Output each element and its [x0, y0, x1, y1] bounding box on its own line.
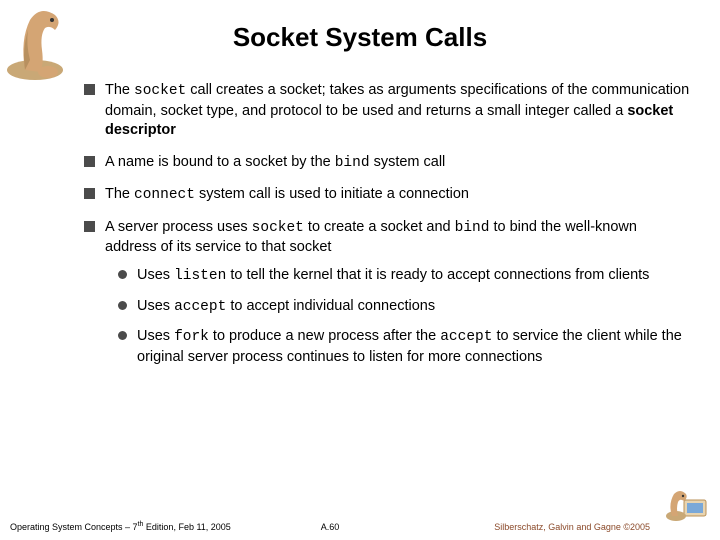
bullet-text: Uses accept to accept individual connect… — [137, 297, 692, 318]
text-fragment: system call — [370, 154, 446, 170]
bullet-item: A server process uses socket to create a… — [84, 218, 692, 258]
code-text: bind — [335, 155, 370, 171]
text-fragment: Edition, Feb 11, 2005 — [143, 522, 230, 532]
code-text: accept — [174, 299, 226, 315]
square-bullet-icon — [84, 221, 95, 232]
bullet-text: Uses fork to produce a new process after… — [137, 327, 692, 367]
sub-bullet-item: Uses accept to accept individual connect… — [118, 297, 692, 318]
bullet-text: A name is bound to a socket by the bind … — [105, 153, 692, 174]
bullet-text: A server process uses socket to create a… — [105, 218, 692, 258]
text-fragment: to tell the kernel that it is ready to a… — [226, 267, 649, 283]
text-fragment: The — [105, 186, 134, 202]
dinosaur-logo-icon — [0, 0, 90, 90]
text-fragment: A server process uses — [105, 219, 252, 235]
bullet-item: A name is bound to a socket by the bind … — [84, 153, 692, 174]
sub-bullet-item: Uses listen to tell the kernel that it i… — [118, 266, 692, 287]
bullet-item: The connect system call is used to initi… — [84, 185, 692, 206]
text-fragment: system call is used to initiate a connec… — [195, 186, 469, 202]
square-bullet-icon — [84, 156, 95, 167]
slide-title: Socket System Calls — [0, 0, 720, 81]
code-text: bind — [455, 220, 490, 236]
dinosaur-computer-icon — [662, 486, 712, 526]
bullet-text: The socket call creates a socket; takes … — [105, 81, 692, 141]
text-fragment: call creates a socket; takes as argument… — [105, 82, 689, 119]
code-text: fork — [174, 329, 209, 345]
copyright-text: Silberschatz, Galvin and Gagne ©2005 — [359, 522, 650, 532]
code-text: connect — [134, 187, 195, 203]
footer: Operating System Concepts – 7th Edition,… — [0, 521, 720, 532]
text-fragment: to produce a new process after the — [209, 328, 440, 344]
bullet-item: The socket call creates a socket; takes … — [84, 81, 692, 141]
circle-bullet-icon — [118, 270, 127, 279]
code-text: socket — [252, 220, 304, 236]
bullet-text: Uses listen to tell the kernel that it i… — [137, 266, 692, 287]
text-fragment: Operating System Concepts – 7 — [10, 522, 138, 532]
code-text: listen — [174, 268, 226, 284]
circle-bullet-icon — [118, 301, 127, 310]
bullet-text: The connect system call is used to initi… — [105, 185, 692, 206]
code-text: accept — [440, 329, 492, 345]
square-bullet-icon — [84, 188, 95, 199]
text-fragment: A name is bound to a socket by the — [105, 154, 335, 170]
content-area: The socket call creates a socket; takes … — [0, 81, 720, 367]
text-fragment: The — [105, 82, 134, 98]
text-fragment: Uses — [137, 267, 174, 283]
text-fragment: to accept individual connections — [226, 298, 435, 314]
text-fragment: to create a socket and — [304, 219, 455, 235]
text-fragment: Uses — [137, 328, 174, 344]
circle-bullet-icon — [118, 331, 127, 340]
code-text: socket — [134, 83, 186, 99]
text-fragment: Uses — [137, 298, 174, 314]
sub-bullet-item: Uses fork to produce a new process after… — [118, 327, 692, 367]
sub-bullet-list: Uses listen to tell the kernel that it i… — [84, 266, 692, 367]
slide-number: A.60 — [301, 522, 360, 532]
footer-left-text: Operating System Concepts – 7th Edition,… — [10, 521, 301, 532]
